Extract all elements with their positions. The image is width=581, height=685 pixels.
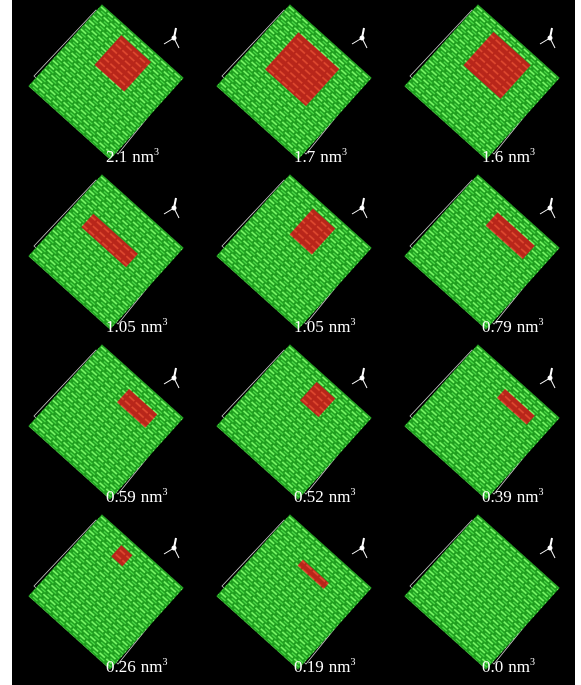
axis-origin (360, 376, 365, 381)
volume-power: 3 (538, 317, 543, 328)
volume-value: 0.59 (106, 487, 136, 506)
axis-origin (172, 546, 177, 551)
volume-value: 0.39 (482, 487, 512, 506)
volume-unit: nm (329, 317, 351, 336)
volume-power: 3 (350, 657, 355, 668)
volume-power: 3 (162, 317, 167, 328)
volume-label: 1.6 nm3 (482, 147, 535, 166)
axis-origin (360, 546, 365, 551)
volume-value: 0.79 (482, 317, 512, 336)
volume-power: 3 (350, 487, 355, 498)
volume-value: 1.7 (294, 147, 316, 166)
volume-power: 3 (530, 147, 535, 158)
axis-origin (548, 546, 553, 551)
axis-origin (548, 206, 553, 211)
volume-power: 3 (162, 487, 167, 498)
volume-unit: nm (320, 147, 342, 166)
volume-unit: nm (517, 487, 539, 506)
volume-value: 1.05 (106, 317, 136, 336)
axis-origin (548, 36, 553, 41)
volume-value: 0.26 (106, 657, 136, 676)
volume-unit: nm (141, 657, 163, 676)
figure: 2.1nm31.7nm31.6nm31.05nm31.05nm30.79nm30… (0, 0, 581, 685)
volume-unit: nm (329, 657, 351, 676)
volume-unit: nm (508, 147, 530, 166)
volume-label: 2.1 nm3 (106, 147, 159, 166)
volume-value: 2.1 (106, 147, 127, 166)
volume-power: 3 (342, 147, 347, 158)
volume-power: 3 (350, 317, 355, 328)
volume-unit: nm (132, 147, 154, 166)
axis-origin (172, 36, 177, 41)
volume-unit: nm (141, 317, 163, 336)
volume-label: 0.0 nm3 (482, 657, 535, 676)
volume-value: 0.0 (482, 657, 503, 676)
axis-origin (360, 36, 365, 41)
volume-unit: nm (329, 487, 351, 506)
volume-value: 0.52 (294, 487, 324, 506)
axis-origin (172, 376, 177, 381)
volume-power: 3 (538, 487, 543, 498)
volume-unit: nm (508, 657, 530, 676)
volume-power: 3 (154, 147, 159, 158)
axis-origin (172, 206, 177, 211)
volume-value: 1.6 (482, 147, 503, 166)
volume-value: 0.19 (294, 657, 324, 676)
volume-unit: nm (141, 487, 163, 506)
volume-value: 1.05 (294, 317, 324, 336)
volume-power: 3 (530, 657, 535, 668)
axis-origin (360, 206, 365, 211)
volume-unit: nm (517, 317, 539, 336)
volume-power: 3 (162, 657, 167, 668)
axis-origin (548, 376, 553, 381)
